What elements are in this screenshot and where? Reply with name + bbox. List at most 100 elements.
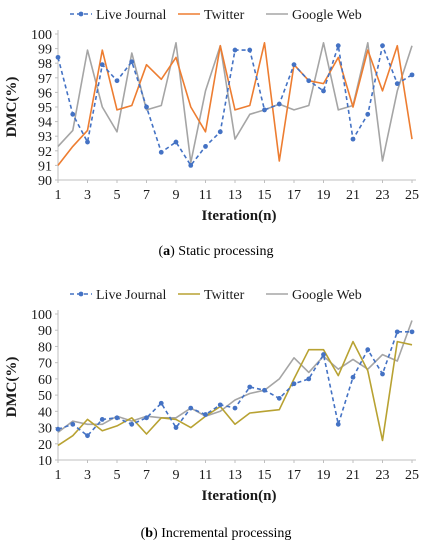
series-line-1 [57, 41, 413, 166]
caption-static: (a) Static processing [158, 244, 274, 259]
series-line-2 [57, 320, 413, 434]
series-0-point-24 [409, 72, 415, 78]
series-0-point-8 [173, 425, 179, 430]
y-tick-label-3: 40 [38, 405, 52, 420]
series-0-point-17 [306, 78, 312, 84]
series-0-point-7 [158, 149, 164, 155]
x-tick-label-12: 25 [405, 188, 419, 203]
series-line-0 [57, 44, 413, 167]
y-tick-label-2: 30 [38, 422, 52, 437]
caption-incremental-letter: b [145, 526, 154, 541]
y-tick-label-7: 80 [38, 340, 52, 355]
x-tick-label-8: 17 [287, 188, 301, 203]
series-0-point-7 [158, 400, 164, 406]
series-0-point-14 [262, 107, 267, 113]
series-0-point-18 [321, 352, 326, 357]
legend-label-1: Twitter [204, 8, 245, 23]
series-0-point-3 [99, 417, 105, 422]
series-0-point-8 [173, 139, 179, 145]
y-tick-label-4: 50 [38, 389, 52, 404]
series-line-1 [57, 340, 413, 447]
series-0-point-3 [99, 62, 105, 68]
y-tick-label-6: 70 [38, 357, 52, 372]
series-0-point-11 [217, 129, 223, 135]
series-0-point-20 [350, 136, 356, 142]
x-tick-label-9: 19 [317, 188, 331, 203]
series-0-point-18 [321, 88, 326, 94]
series-0-point-9 [188, 163, 194, 168]
x-tick-label-0: 1 [55, 468, 62, 483]
series-0-point-11 [217, 402, 223, 408]
series-0-point-14 [262, 387, 267, 393]
y-axis-title: DMC(%) [4, 357, 20, 418]
y-tick-label-10: 100 [31, 28, 52, 43]
y-tick-label-9: 100 [31, 308, 52, 323]
x-tick-label-1: 3 [84, 188, 91, 203]
legend-label-0: Live Journal [96, 288, 166, 303]
caption-incremental: (b) Incremental processing [140, 526, 292, 541]
series-0-point-16 [291, 62, 297, 68]
y-tick-label-0: 10 [38, 454, 52, 469]
legend-marker-0 [78, 291, 84, 297]
y-tick-label-1: 20 [38, 438, 52, 453]
series-0-point-22 [380, 43, 385, 49]
caption-incremental-text: Incremental processing [157, 526, 292, 541]
series-0-point-10 [203, 412, 208, 417]
chart-static-processing: Live Journal Twitter Google Web90919293949… [4, 8, 419, 224]
y-tick-label-2: 92 [38, 145, 52, 160]
x-tick-label-10: 21 [346, 188, 360, 203]
series-0-point-20 [350, 374, 356, 380]
series-0-point-6 [144, 415, 149, 421]
series-0-point-13 [247, 384, 253, 390]
legend-label-0: Live Journal [96, 8, 166, 23]
x-tick-label-6: 13 [228, 188, 242, 203]
x-tick-label-5: 11 [199, 188, 212, 203]
series-0-point-16 [291, 381, 297, 387]
x-tick-label-10: 21 [346, 468, 360, 483]
series-line-2 [57, 41, 413, 164]
series-0-point-10 [203, 144, 208, 149]
y-tick-label-8: 98 [38, 57, 52, 72]
legend-label-2: Google Web [292, 8, 362, 23]
y-tick-label-4: 94 [38, 116, 52, 131]
legend-label-2: Google Web [292, 288, 362, 303]
y-tick-label-8: 90 [38, 324, 52, 339]
caption-static-text: Static processing [174, 244, 274, 259]
caption-static-letter: a [163, 244, 171, 259]
y-tick-label-1: 91 [38, 159, 52, 174]
series-0-point-15 [276, 101, 282, 107]
y-tick-label-3: 93 [38, 130, 52, 145]
series-0-point-5 [129, 421, 135, 427]
series-0-point-23 [394, 329, 400, 335]
x-tick-label-7: 15 [258, 468, 272, 483]
series-0-point-9 [188, 405, 194, 411]
series-0-point-1 [70, 111, 76, 117]
series-0-point-2 [85, 433, 90, 439]
legend-marker-0 [78, 11, 84, 17]
x-tick-label-12: 25 [405, 468, 419, 483]
series-0-point-2 [85, 139, 90, 145]
series-0-point-4 [114, 415, 120, 421]
x-tick-label-2: 5 [114, 188, 121, 203]
legend-label-1: Twitter [204, 288, 245, 303]
y-tick-label-6: 96 [38, 86, 52, 101]
x-tick-label-0: 1 [55, 188, 62, 203]
y-tick-label-5: 95 [38, 101, 52, 116]
x-axis-title: Iteration(n) [202, 488, 277, 504]
series-0-point-22 [380, 371, 385, 377]
series-0-point-17 [306, 376, 312, 382]
series-0-point-24 [409, 329, 415, 335]
series-0-point-1 [70, 421, 76, 427]
series-0-point-13 [247, 47, 253, 53]
y-tick-label-0: 90 [38, 174, 52, 189]
x-tick-label-5: 11 [199, 468, 212, 483]
y-tick-label-7: 97 [38, 72, 52, 87]
series-0-point-21 [365, 347, 371, 353]
x-tick-label-3: 7 [143, 468, 150, 483]
y-axis-title: DMC(%) [4, 77, 20, 138]
x-tick-label-3: 7 [143, 188, 150, 203]
x-tick-label-7: 15 [258, 188, 272, 203]
series-0-point-21 [365, 111, 371, 117]
